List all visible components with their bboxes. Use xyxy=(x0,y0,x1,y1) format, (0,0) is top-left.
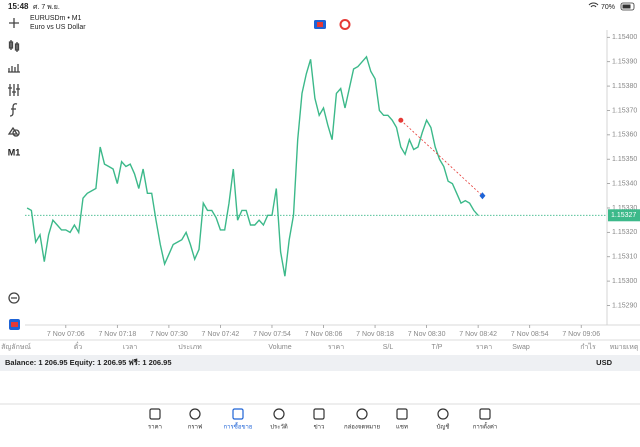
battery-level xyxy=(622,4,631,9)
tab-label[interactable]: ข่าว xyxy=(314,424,325,431)
status-date: ศ. 7 พ.ย. xyxy=(33,4,60,11)
y-tick-label: 1.15400 xyxy=(612,34,637,41)
column-header[interactable]: Volume xyxy=(268,344,291,351)
volume-tool[interactable] xyxy=(8,64,20,73)
tab-icon[interactable] xyxy=(149,408,161,420)
column-header[interactable]: ตั๋ว xyxy=(74,342,83,351)
tab-icon[interactable] xyxy=(232,408,244,420)
trade-close xyxy=(479,192,486,200)
timeframe-button[interactable]: M1 xyxy=(8,147,21,157)
tab-icon[interactable] xyxy=(189,408,201,420)
column-header[interactable]: เวลา xyxy=(123,344,138,351)
tab-label-active[interactable]: การซื้อขาย xyxy=(224,421,253,431)
plot: 1.15400 1.15390 1.15380 1.15370 1.15360 1.153… xyxy=(25,34,640,338)
x-tick-label: 7 Nov 07:06 xyxy=(47,331,85,338)
tab-label[interactable]: บัญชี xyxy=(437,423,450,431)
tab-label[interactable]: ราคา xyxy=(148,424,162,431)
x-tick-label: 7 Nov 08:30 xyxy=(408,331,446,338)
y-tick-label: 1.15310 xyxy=(612,254,637,261)
tab-label[interactable]: แชท xyxy=(396,424,408,431)
y-tick-label: 1.15290 xyxy=(612,302,637,309)
x-tick-label: 7 Nov 07:54 xyxy=(253,331,291,338)
crosshair-tool[interactable] xyxy=(9,18,19,28)
battery-text: 70% xyxy=(601,4,615,11)
column-header[interactable]: S/L xyxy=(383,344,394,351)
y-tick-label: 1.15300 xyxy=(612,278,637,285)
x-tick-label: 7 Nov 07:30 xyxy=(150,331,188,338)
wifi-icon xyxy=(588,2,599,8)
column-header[interactable]: สัญลักษณ์ xyxy=(1,343,31,351)
y-tick-label: 1.15360 xyxy=(612,132,637,139)
balance-row xyxy=(0,355,640,371)
tab-icon[interactable] xyxy=(273,408,285,420)
column-header[interactable]: ประเภท xyxy=(178,344,202,351)
x-tick-label: 7 Nov 09:06 xyxy=(562,331,600,338)
left-toolbar: M1 xyxy=(7,18,21,330)
trade-open xyxy=(398,117,404,123)
y-tick-label: 1.15380 xyxy=(612,83,637,90)
tab-icon[interactable] xyxy=(396,408,408,420)
indicators-tool[interactable] xyxy=(8,84,20,96)
tab-icon[interactable] xyxy=(437,408,449,420)
trade-line xyxy=(400,119,483,197)
column-header[interactable]: Swap xyxy=(512,344,530,351)
tab-label[interactable]: ประวัติ xyxy=(270,424,288,431)
y-tick-label: 1.15340 xyxy=(612,180,637,187)
column-header[interactable]: ราคา xyxy=(328,344,344,351)
y-tick-label: 1.15370 xyxy=(612,107,637,114)
y-tick-label: 1.15320 xyxy=(612,229,637,236)
x-tick-label: 7 Nov 08:18 xyxy=(356,331,394,338)
depth-button[interactable] xyxy=(339,19,351,30)
y-tick-label: 1.15390 xyxy=(612,59,637,66)
one-click-inner xyxy=(11,322,18,327)
chart-description: Euro vs US Dollar xyxy=(30,24,86,31)
chart-type-tool[interactable] xyxy=(8,40,20,52)
x-tick-label: 7 Nov 08:54 xyxy=(511,331,549,338)
price-line xyxy=(26,55,479,277)
tab-label[interactable]: การตั้งค่า xyxy=(473,421,497,431)
current-price-label: 1.15327 xyxy=(611,212,636,219)
balance-text: Balance: 1 206.95 Equity: 1 206.95 ฟรี: … xyxy=(5,358,172,367)
tab-icon[interactable] xyxy=(313,408,325,420)
x-tick-label: 7 Nov 08:06 xyxy=(305,331,343,338)
table-header: สัญลักษณ์ ตั๋ว เวลา ประเภท Volume ราคา S/L T/P ร… xyxy=(1,342,639,351)
objects-tool[interactable] xyxy=(7,126,20,137)
currency: USD xyxy=(596,358,612,367)
column-header[interactable]: กำไร xyxy=(580,342,596,351)
tab-icon[interactable] xyxy=(356,408,368,420)
x-tick-label: 7 Nov 07:18 xyxy=(98,331,136,338)
tab-label[interactable]: กราฟ xyxy=(188,424,202,431)
tab-icon[interactable] xyxy=(479,408,491,420)
function-tool[interactable] xyxy=(9,103,18,117)
y-tick-label: 1.15350 xyxy=(612,156,637,163)
tab-bar: ราคา กราฟ การซื้อขาย ประวัติ ข่าว กล่องจดหมาย… xyxy=(148,408,497,431)
zoom-tool[interactable] xyxy=(8,292,20,304)
chart-symbol: EURUSDm • M1 xyxy=(30,15,82,22)
status-time: 15:48 xyxy=(8,2,29,11)
column-header[interactable]: T/P xyxy=(432,344,443,351)
tab-label[interactable]: กล่องจดหมาย xyxy=(344,424,380,431)
battery-icon xyxy=(620,2,635,11)
column-header[interactable]: หมายเหตุ xyxy=(610,344,639,351)
x-tick-label: 7 Nov 07:42 xyxy=(202,331,240,338)
y-tick-label: 1.15330 xyxy=(612,205,637,212)
trade-button-inner xyxy=(317,22,323,27)
x-tick-label: 7 Nov 08:42 xyxy=(459,331,497,338)
column-header[interactable]: ราคา xyxy=(476,344,492,351)
current-price-tag xyxy=(608,209,640,222)
